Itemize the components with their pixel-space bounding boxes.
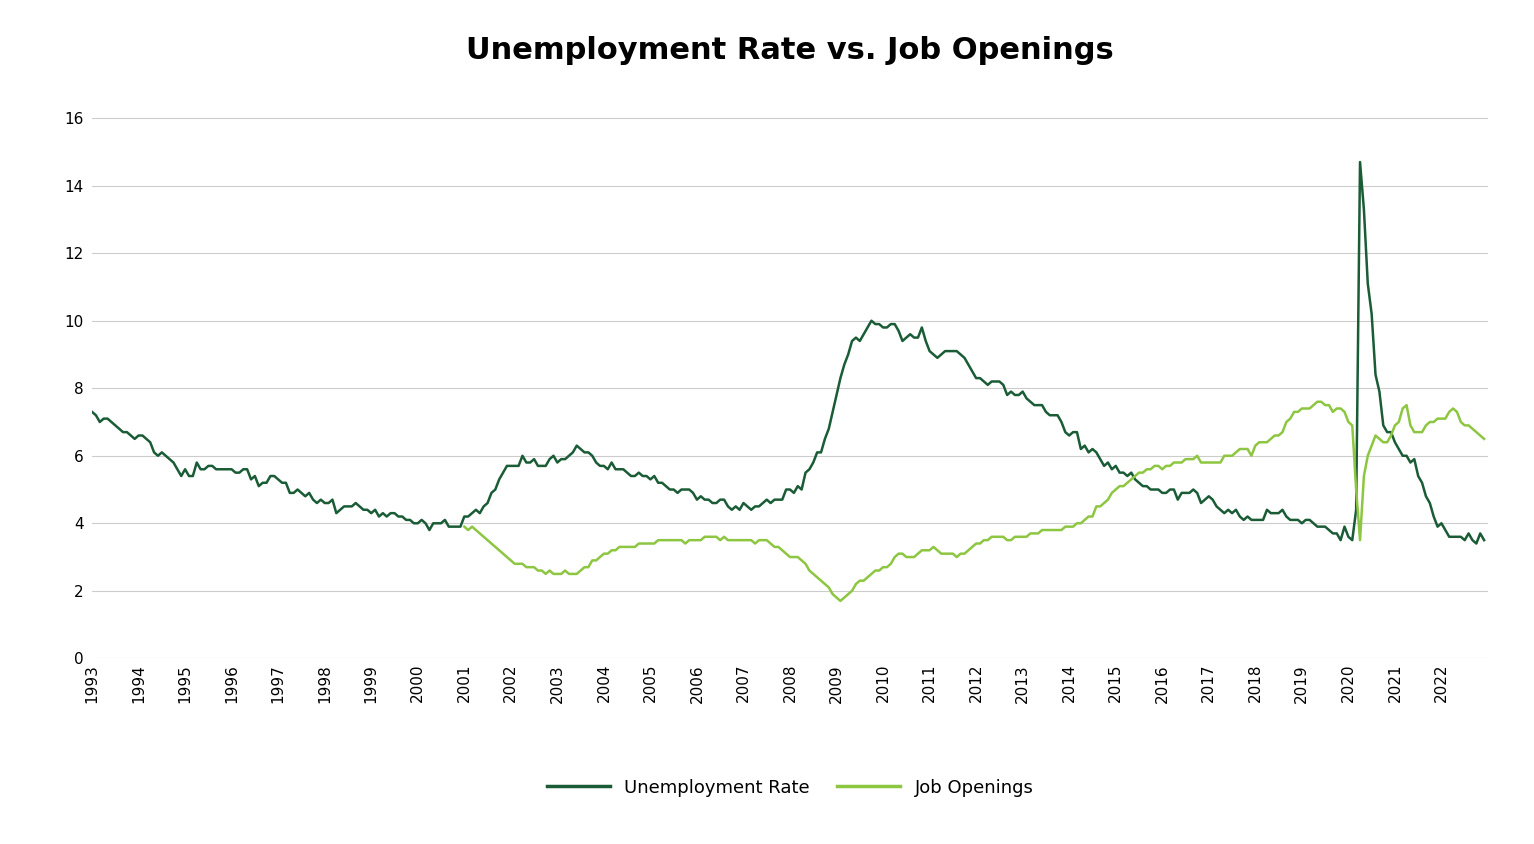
Line: Unemployment Rate: Unemployment Rate [92, 162, 1483, 544]
Job Openings [568, 569, 586, 579]
Unemployment Rate [497, 461, 515, 471]
Job Openings [1397, 400, 1416, 410]
Title: Unemployment Rate vs. Job Openings: Unemployment Rate vs. Job Openings [466, 36, 1114, 65]
Job Openings [545, 569, 563, 579]
Job Openings [1474, 434, 1493, 444]
Unemployment Rate [1467, 538, 1485, 549]
Unemployment Rate [83, 407, 101, 417]
Unemployment Rate [1401, 457, 1419, 468]
Unemployment Rate [1474, 535, 1493, 545]
Legend: Unemployment Rate, Job Openings: Unemployment Rate, Job Openings [540, 771, 1040, 804]
Job Openings [497, 552, 515, 562]
Unemployment Rate [568, 441, 586, 451]
Unemployment Rate [253, 478, 272, 488]
Job Openings [692, 535, 710, 545]
Line: Job Openings: Job Openings [465, 402, 1483, 601]
Unemployment Rate [1351, 157, 1370, 167]
Unemployment Rate [545, 451, 563, 461]
Unemployment Rate [692, 491, 710, 501]
